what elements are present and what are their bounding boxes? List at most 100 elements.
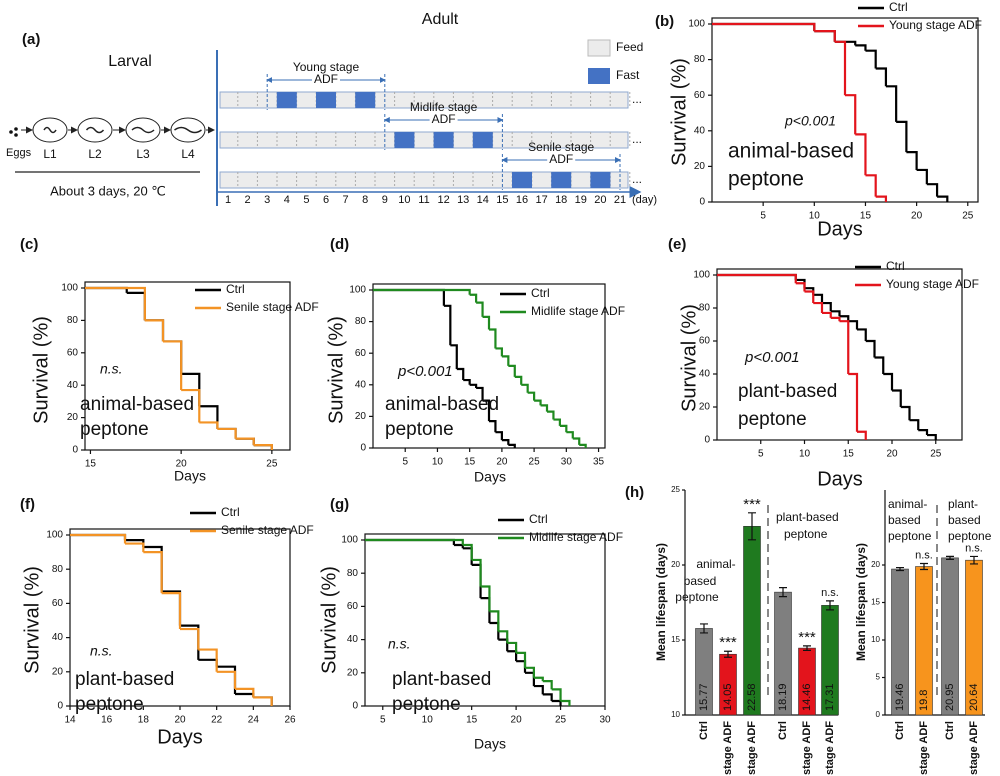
error-bar: [779, 587, 787, 598]
x-tick-label: 25: [962, 211, 974, 222]
day-label: 14: [477, 194, 489, 206]
survival-step: [482, 399, 491, 422]
legend-label: Midlife stage ADF: [531, 304, 625, 318]
survival-step: [551, 699, 562, 706]
survival-step: [199, 421, 219, 429]
group-label: based: [684, 574, 717, 588]
survival-step: [489, 328, 497, 349]
survival-step: [476, 386, 484, 401]
legend-label: Ctrl: [529, 512, 548, 526]
y-tick-label: 80: [52, 564, 64, 575]
x-tick-label: 10: [432, 457, 444, 468]
legend-label: Senile stage ADF: [221, 523, 314, 537]
significance: ***: [719, 634, 737, 651]
survival-step: [927, 433, 937, 440]
larva-egg: [77, 117, 113, 143]
value-label: 18.19: [777, 683, 789, 711]
x-tick-label: Midlife stage ADF: [824, 721, 836, 776]
x-tick-label: Ctrl: [698, 721, 710, 740]
x-tick-label: 5: [760, 211, 766, 222]
survival-step: [916, 168, 928, 185]
y-tick-label: 60: [347, 601, 359, 612]
x-tick-label: 25: [529, 457, 541, 468]
y-tick-label: 100: [46, 530, 63, 541]
survival-step: [845, 94, 857, 135]
survival-step: [553, 418, 561, 426]
x-tick-label: 5: [402, 457, 408, 468]
x-tick-label: 25: [266, 459, 278, 470]
row-subtitle: ADF: [549, 152, 573, 166]
value-label: 20.95: [944, 683, 956, 711]
survival-step: [508, 364, 516, 377]
larva: [43, 126, 57, 134]
x-tick-label: 10: [809, 211, 821, 222]
day-label: 21: [614, 194, 626, 206]
day-label: 9: [382, 194, 388, 206]
survival-step: [572, 437, 581, 445]
survival-step: [70, 533, 127, 544]
y-tick-label: 40: [355, 379, 367, 390]
survival-step: [865, 339, 876, 358]
survival-step: [865, 174, 877, 197]
day-label: 3: [264, 194, 270, 206]
label-bg: [547, 154, 576, 166]
y-tick-label: 40: [52, 632, 64, 643]
survival-step: [516, 660, 527, 673]
x-tick-label: 20: [911, 211, 923, 222]
panel-label: (b): [655, 13, 674, 30]
panel-label: (f): [20, 496, 35, 513]
stage-label: L1: [43, 147, 57, 161]
day-label: 15: [496, 194, 508, 206]
group-label: peptone: [948, 529, 992, 543]
survival-step: [495, 431, 503, 441]
annotation: p<0.001: [397, 363, 453, 380]
x-tick-label: 18: [138, 715, 150, 726]
legend-label: Feed: [616, 40, 643, 54]
y-tick-label: 60: [52, 598, 64, 609]
value-label: 14.46: [801, 683, 813, 711]
x-tick-label: 26: [284, 715, 296, 726]
x-tick-label: 20: [886, 449, 898, 460]
panel-label: (e): [668, 236, 686, 253]
survival-step: [822, 301, 832, 312]
y-tick-label: 0: [57, 701, 63, 712]
x-tick-label: 5: [380, 715, 386, 726]
survival-step: [489, 610, 500, 632]
survival-step: [926, 183, 939, 197]
survival-step: [892, 389, 902, 407]
y-tick-label: 0: [360, 443, 366, 454]
survival-step: [489, 420, 497, 433]
egg: [14, 127, 18, 131]
y-tick-label: 0: [699, 197, 705, 208]
larva-egg: [32, 117, 68, 143]
survival-step: [85, 286, 146, 321]
survival-step: [125, 542, 145, 553]
y-tick-label: 25: [671, 485, 680, 494]
fast-day: [355, 92, 376, 108]
x-tick-label: Ctrl: [777, 721, 789, 740]
y-tick-label: 100: [688, 19, 705, 30]
y-tick-label: 80: [67, 315, 79, 326]
x-tick-label: 25: [930, 449, 942, 460]
survival-step: [163, 340, 183, 374]
y-tick-label: 40: [699, 369, 711, 380]
duration: About 3 days, 20 ℃: [50, 183, 166, 198]
fast-day: [472, 132, 493, 148]
significance: ***: [798, 629, 816, 646]
x-tick-label: 25: [555, 715, 567, 726]
stage-label: L4: [181, 147, 195, 161]
y-axis-label: Survival (%): [318, 566, 340, 674]
significance: ***: [743, 496, 761, 513]
y-tick-label: 40: [347, 634, 359, 645]
label-bg: [312, 74, 340, 86]
error-bar: [970, 555, 978, 565]
panel-label: (a): [22, 31, 40, 48]
feed-bar: [219, 131, 629, 149]
row-ellipsis: ...: [632, 92, 642, 106]
survival-step: [534, 399, 542, 406]
survival-step: [896, 120, 908, 153]
survival-step: [373, 288, 445, 306]
stage-label: L2: [88, 147, 102, 161]
panel-label: (c): [20, 236, 38, 253]
survival-step: [471, 558, 482, 587]
